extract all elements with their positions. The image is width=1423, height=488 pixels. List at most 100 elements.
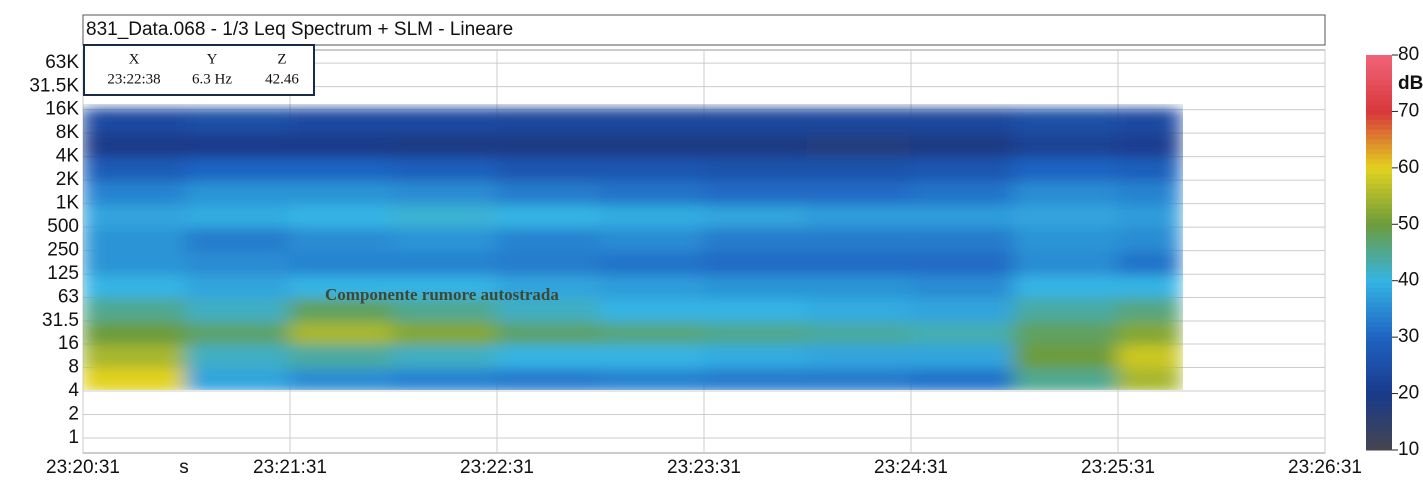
colorbar-segment [1366, 109, 1392, 115]
colorbar-segment [1366, 64, 1392, 71]
heatmap-cell [599, 296, 705, 322]
heatmap-cell [392, 179, 498, 205]
heatmap-cell [1013, 179, 1119, 205]
heatmap-cell [806, 108, 912, 135]
colorbar-segment [1366, 385, 1392, 392]
heatmap-cell [185, 132, 291, 158]
heatmap-cell [83, 132, 188, 158]
heatmap-cell [910, 366, 1016, 390]
cursor-x: 23:22:38 [107, 71, 160, 87]
heatmap-cell [83, 108, 188, 135]
colorbar-segment [1366, 296, 1392, 303]
colorbar-segment [1366, 138, 1392, 145]
heatmap-cell [289, 273, 395, 299]
colorbar-segment [1366, 425, 1392, 431]
colorbar-segment [1366, 183, 1392, 189]
colorbar-segment [1366, 237, 1392, 244]
heatmap-cell [703, 342, 809, 369]
y-tick-label: 500 [47, 216, 79, 237]
heatmap-cell [185, 342, 291, 369]
heatmap-cell [910, 249, 1016, 276]
colorbar-segment [1366, 74, 1392, 81]
colorbar-segment [1366, 331, 1392, 337]
y-tick-label: 125 [47, 263, 79, 284]
heatmap-cell [83, 366, 188, 390]
heatmap-cell [910, 179, 1016, 205]
x-tick-label: 23:21:31 [253, 457, 327, 478]
y-tick-label: 4 [68, 380, 79, 401]
colorbar-segment [1366, 257, 1392, 263]
heatmap-cell [806, 249, 912, 276]
x-tick-label: 23:20:31 [46, 457, 120, 478]
colorbar-segment [1366, 163, 1392, 170]
colorbar-segment [1366, 153, 1392, 160]
heatmap-cell [1117, 108, 1182, 135]
heatmap-cell [392, 249, 498, 276]
colorbar-tick-label: 50 [1398, 213, 1419, 234]
colorbar-tick-label: 20 [1398, 383, 1419, 404]
heatmap-cell [806, 342, 912, 369]
heatmap-cell [185, 319, 291, 345]
heatmap-cell [599, 179, 705, 205]
heatmap-cell [289, 226, 395, 252]
heatmap-cell [806, 366, 912, 390]
heatmap-cell [806, 226, 912, 252]
colorbar-segment [1366, 361, 1392, 367]
colorbar-segment [1366, 366, 1392, 372]
heatmap-cell [83, 273, 188, 299]
title-box [82, 14, 1326, 46]
heatmap-cell [910, 296, 1016, 322]
heatmap-cell [496, 249, 602, 276]
colorbar-segment [1366, 341, 1392, 347]
colorbar-segment [1366, 435, 1392, 441]
heatmap-cell [289, 296, 395, 322]
heatmap-cell [1117, 342, 1182, 369]
heatmap-cell [703, 319, 809, 345]
colorbar-segment [1366, 119, 1392, 125]
heatmap-cell [1013, 296, 1119, 322]
x-tick-label: 23:22:31 [460, 457, 534, 478]
heatmap-cell [496, 296, 602, 322]
heatmap-cell [289, 249, 395, 276]
heatmap-cell [83, 249, 188, 276]
heatmap-cell [185, 273, 291, 299]
cursor-x-header: X [129, 51, 140, 67]
x-tick-label: 23:26:31 [1288, 457, 1362, 478]
colorbar-segment [1366, 222, 1392, 229]
heatmap-cell [599, 319, 705, 345]
heatmap-cell [599, 155, 705, 182]
heatmap-cell [185, 202, 291, 229]
y-tick-label: 16 [58, 333, 79, 354]
heatmap-cell [806, 132, 912, 158]
colorbar-segment [1366, 178, 1392, 184]
heatmap-cell [289, 319, 395, 345]
colorbar-segment [1366, 217, 1392, 224]
colorbar-segment [1366, 198, 1392, 204]
x-tick-label: 23:24:31 [874, 457, 948, 478]
heatmap-cell [83, 155, 188, 182]
heatmap-cell [1117, 202, 1182, 229]
heatmap-cell [289, 132, 395, 158]
colorbar-segment [1366, 395, 1392, 402]
colorbar-segment [1366, 69, 1392, 76]
colorbar-segment [1366, 400, 1392, 407]
heatmap-cell [392, 155, 498, 182]
heatmap-cell [289, 155, 395, 182]
heatmap-cell [1117, 319, 1182, 345]
colorbar-tick-label: 30 [1398, 326, 1419, 347]
colorbar-segment [1366, 430, 1392, 436]
colorbar-segment [1366, 272, 1392, 278]
heatmap-cell [1013, 273, 1119, 299]
colorbar-segment [1366, 277, 1392, 283]
heatmap-cell [83, 342, 188, 369]
heatmap-cell [703, 226, 809, 252]
heatmap-cell [496, 273, 602, 299]
colorbar-segment [1366, 114, 1392, 120]
colorbar-segment [1366, 208, 1392, 214]
colorbar-segment [1366, 292, 1392, 298]
colorbar-segment [1366, 316, 1392, 323]
colorbar-segment [1366, 410, 1392, 416]
y-tick-label: 4K [56, 146, 80, 167]
heatmap-cell [806, 202, 912, 229]
